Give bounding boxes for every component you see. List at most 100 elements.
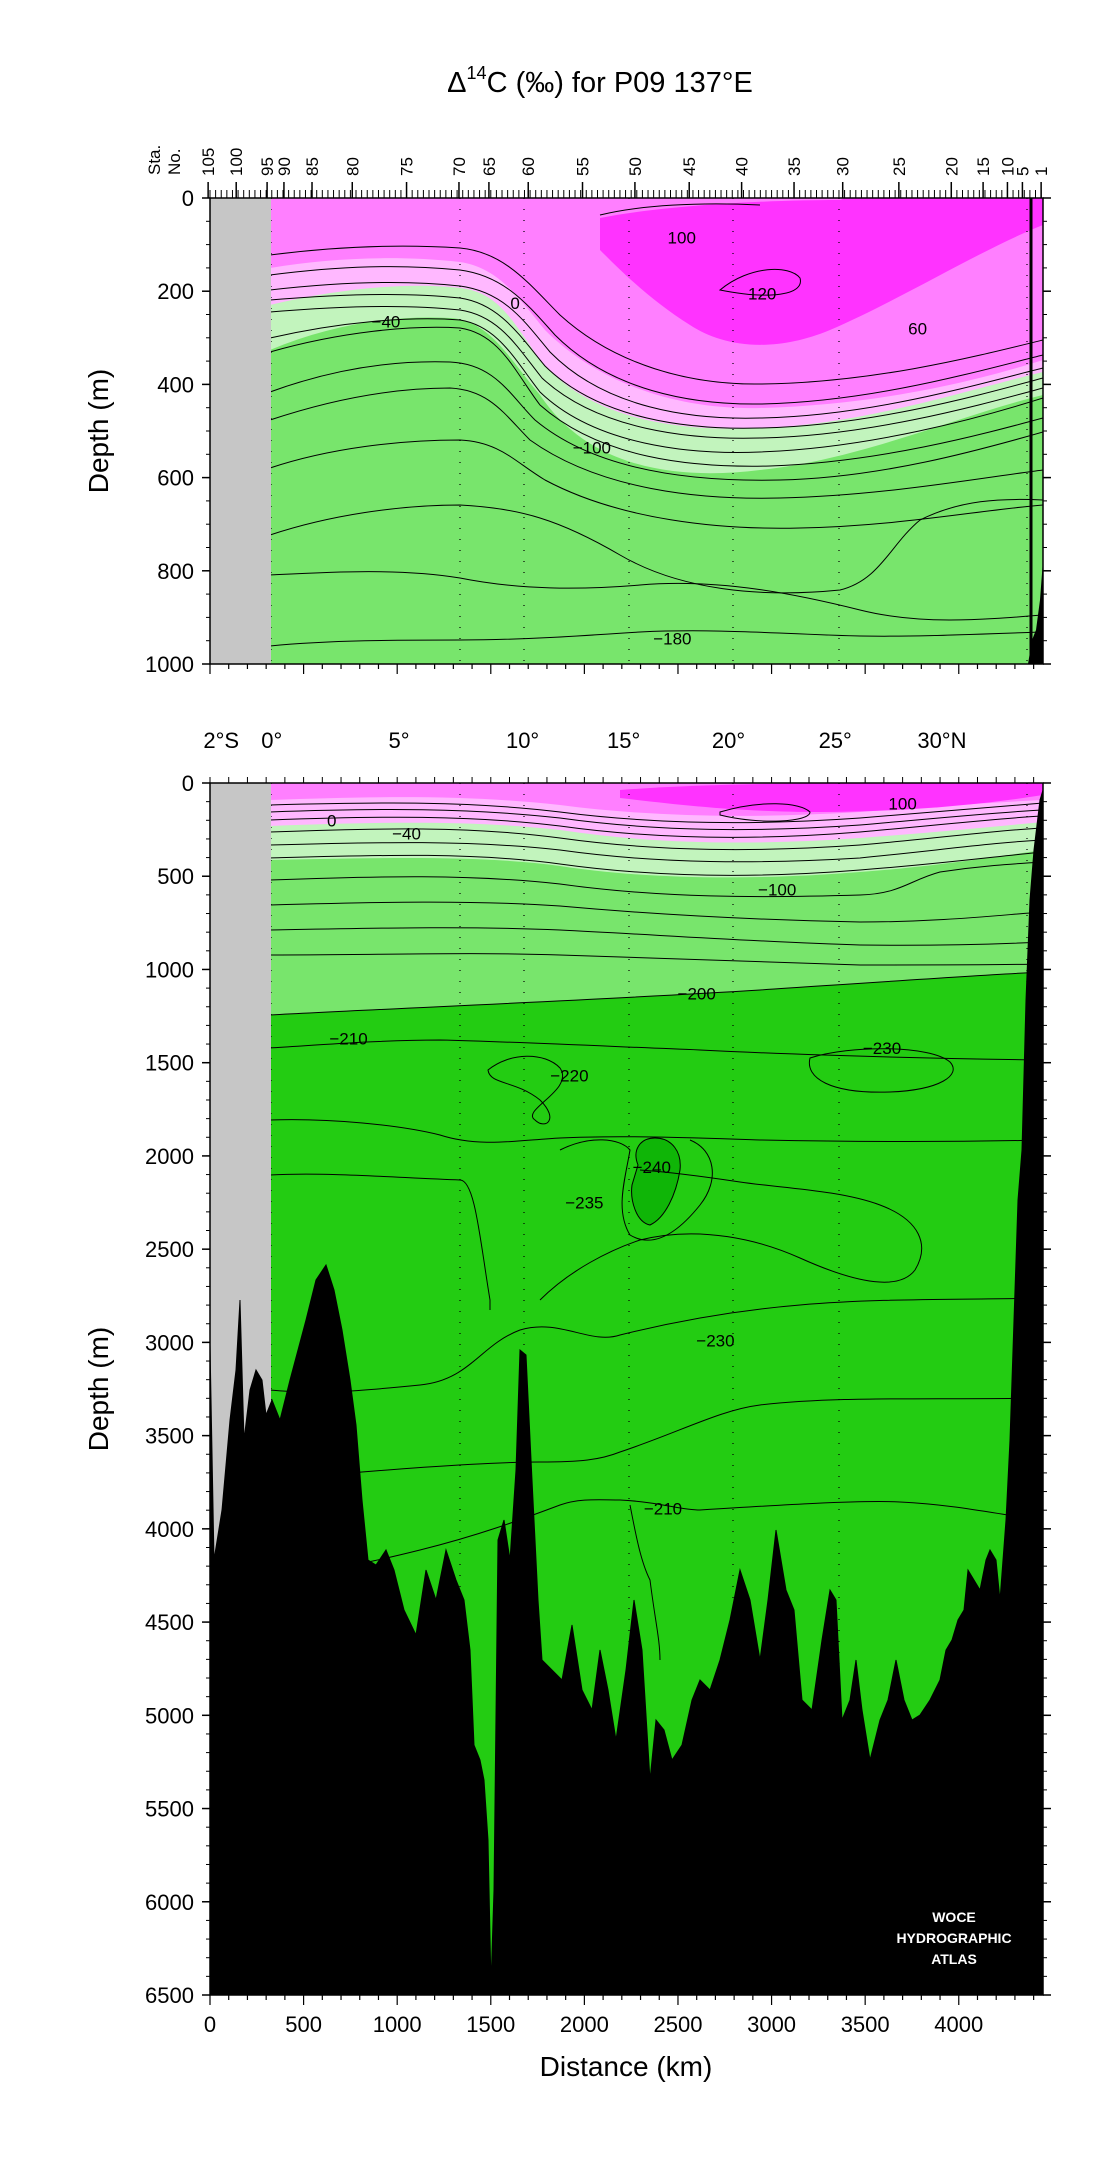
upper-y-axis-title: Depth (m) — [83, 369, 114, 493]
lower-x-ticks: 0 500 1000 1500 2000 2500 3000 3500 4000 — [204, 1995, 1035, 2037]
station-tick-label: 30 — [834, 157, 853, 176]
lower-plot-frame — [209, 782, 1044, 1996]
station-tick-label: 80 — [343, 157, 362, 176]
lower-contour-label: −40 — [392, 824, 421, 843]
lower-contour-label: −230 — [696, 1332, 734, 1351]
lower-contour-label: −220 — [550, 1067, 588, 1086]
lower-y-tick-label: 5000 — [145, 1703, 194, 1728]
station-tick-label: 95 — [258, 157, 277, 176]
station-axis-label-sta: Sta. — [145, 145, 164, 175]
x-tick-label: 2000 — [560, 2012, 609, 2037]
svg-text:WOCE: WOCE — [932, 1909, 976, 1925]
station-tick-label: 10 — [998, 157, 1017, 176]
upper-contour-label: 100 — [668, 229, 696, 248]
lower-panel: WOCE HYDROGRAPHIC ATLAS Depth (m) Distan… — [83, 728, 1051, 2082]
upper-bathymetry — [1028, 560, 1043, 664]
lower-contour-label: −210 — [329, 1029, 367, 1048]
x-tick-label: 2500 — [654, 2012, 703, 2037]
station-tick-label: 5 — [1013, 167, 1032, 176]
latitude-tick-label: 2°S — [203, 728, 239, 753]
svg-text:HYDROGRAPHIC: HYDROGRAPHIC — [896, 1930, 1011, 1946]
upper-y-tick-label: 800 — [157, 559, 194, 584]
upper-y-tick-label: 200 — [157, 279, 194, 304]
lower-y-tick-label: 3000 — [145, 1330, 194, 1355]
station-tick-label: 85 — [303, 157, 322, 176]
lower-y-tick-label: 5500 — [145, 1797, 194, 1822]
x-tick-label: 500 — [285, 2012, 322, 2037]
svg-text:ATLAS: ATLAS — [931, 1951, 977, 1967]
x-tick-label: 3000 — [747, 2012, 796, 2037]
x-tick-label: 4000 — [934, 2012, 983, 2037]
upper-band-magenta-dark — [600, 198, 1043, 345]
station-tick-label: 15 — [974, 157, 993, 176]
upper-contour-label: 0 — [510, 294, 519, 313]
lower-contour-label: 100 — [888, 795, 916, 814]
upper-x-ticks — [209, 664, 1035, 674]
lower-contour-label: −235 — [565, 1194, 603, 1213]
lower-contour-lines — [269, 802, 1043, 1661]
station-tick-label: 1 — [1032, 167, 1051, 176]
upper-panel-fields — [210, 198, 1043, 664]
lower-contour-label: −230 — [863, 1039, 901, 1058]
upper-y-tick-label: 400 — [157, 372, 194, 397]
lower-contour-labels: 100 0 −40 −100 −200 −210 −220 −230 −240 −235 −230 −… — [327, 795, 917, 1519]
lower-y-tick-label: 2000 — [145, 1144, 194, 1169]
lower-y-tick-label: 4500 — [145, 1610, 194, 1635]
latitude-tick-label: 20° — [712, 728, 745, 753]
latitude-tick-label: 30°N — [917, 728, 966, 753]
upper-y-tick-label: 600 — [157, 466, 194, 491]
lower-bathymetry — [210, 789, 1043, 1995]
latitude-tick-label: 5° — [389, 728, 410, 753]
lower-contour-label: −240 — [633, 1158, 671, 1177]
woce-watermark: WOCE HYDROGRAPHIC ATLAS — [896, 1909, 1011, 1967]
upper-contour-label: 60 — [908, 319, 927, 338]
station-tick-label: 50 — [626, 157, 645, 176]
station-tick-label: 100 — [227, 148, 246, 176]
upper-contour-lines — [269, 203, 1043, 647]
station-tick-label: 40 — [733, 157, 752, 176]
upper-contour-label: 120 — [748, 285, 776, 304]
lower-y-tick-label: 3500 — [145, 1424, 194, 1449]
lower-y-tick-label: 1500 — [145, 1051, 194, 1076]
station-tick-label: 65 — [480, 157, 499, 176]
lower-y-axis-title: Depth (m) — [83, 1327, 114, 1451]
lower-y-tick-label: 0 — [182, 771, 194, 796]
latitude-ticks: 2°S 0° 5° 10° 15° 20° 25° 30°N — [203, 728, 1035, 783]
lower-contour-label: −200 — [678, 985, 716, 1004]
lower-contour-label: −100 — [758, 880, 796, 899]
lower-y-tick-label: 6000 — [145, 1890, 194, 1915]
station-tick-label: 45 — [680, 157, 699, 176]
upper-contour-label: −100 — [573, 438, 611, 457]
upper-no-data-region — [210, 198, 271, 664]
latitude-tick-label: 10° — [506, 728, 539, 753]
station-tick-label: 25 — [890, 157, 909, 176]
upper-contour-label: −40 — [372, 312, 401, 331]
station-tick-label: 60 — [519, 157, 538, 176]
station-tick-label: 20 — [942, 157, 961, 176]
chart-title: Δ14C (‰) for P09 137°E — [447, 63, 753, 99]
station-axis-label-no: No. — [165, 149, 184, 175]
x-tick-label: 1000 — [373, 2012, 422, 2037]
latitude-tick-label: 0° — [261, 728, 282, 753]
station-tick-label: 55 — [574, 157, 593, 176]
lower-y-tick-label: 6500 — [145, 1983, 194, 2008]
lower-y-tick-label: 4000 — [145, 1517, 194, 1542]
x-axis-title: Distance (km) — [540, 2051, 713, 2082]
station-tick-label: 70 — [450, 157, 469, 176]
upper-y-tick-label: 0 — [182, 186, 194, 211]
latitude-tick-label: 25° — [819, 728, 852, 753]
upper-contour-label: −180 — [653, 629, 691, 648]
upper-y-tick-label: 1000 — [145, 652, 194, 677]
lower-y-tick-label: 500 — [157, 864, 194, 889]
x-tick-label: 1500 — [466, 2012, 515, 2037]
x-tick-label: 3500 — [841, 2012, 890, 2037]
lower-panel-fields: WOCE HYDROGRAPHIC ATLAS — [210, 783, 1043, 1995]
station-tick-label: 75 — [398, 157, 417, 176]
lower-y-tick-label: 1000 — [145, 957, 194, 982]
lower-band-magenta-dark — [620, 783, 1043, 812]
lower-contour-label: −210 — [644, 1499, 682, 1518]
